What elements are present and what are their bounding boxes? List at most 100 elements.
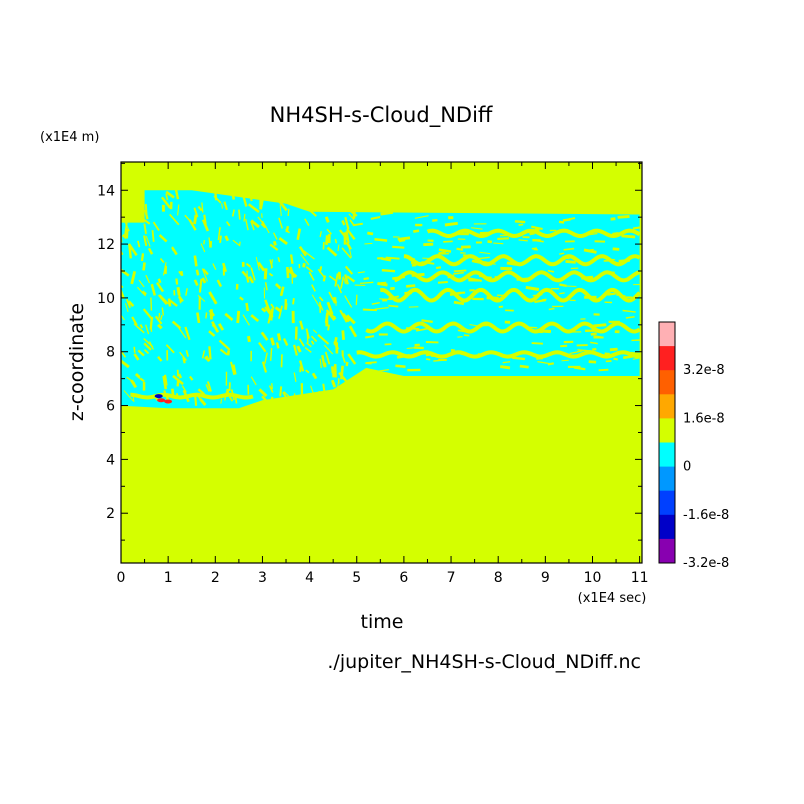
texture-stroke (593, 335, 602, 338)
texture-stroke (348, 325, 358, 338)
texture-stroke (255, 256, 260, 271)
texture-stroke (364, 242, 373, 245)
texture-stroke (121, 349, 127, 358)
colorbar-label: 3.2e-8 (683, 363, 725, 378)
texture-stroke (299, 320, 304, 330)
texture-stroke (537, 361, 550, 365)
texture-stroke (179, 351, 187, 361)
x-tick-label: 8 (494, 570, 503, 586)
texture-stroke (123, 390, 134, 402)
texture-stroke (316, 393, 321, 402)
texture-stroke (310, 335, 318, 342)
texture-stroke (224, 312, 234, 322)
texture-stroke (271, 383, 273, 390)
texture-stroke (258, 388, 268, 398)
texture-stroke (257, 216, 265, 226)
x-axis-label: time (361, 611, 404, 633)
x-tick-label: 5 (352, 570, 361, 586)
texture-stroke (263, 268, 268, 280)
texture-stroke (231, 209, 235, 217)
texture-stroke (310, 385, 315, 395)
texture-stroke (548, 307, 555, 311)
texture-stroke (405, 284, 416, 288)
texture-stroke (151, 230, 155, 242)
texture-stroke (323, 344, 334, 355)
texture-stroke (306, 331, 309, 343)
texture-stroke (414, 346, 424, 350)
texture-stroke (279, 386, 283, 397)
texture-stroke (367, 231, 374, 236)
texture-stroke (217, 227, 221, 241)
texture-stroke (612, 247, 620, 251)
texture-stroke (154, 315, 163, 325)
texture-stroke (617, 214, 630, 219)
x-tick-label: 4 (305, 570, 314, 586)
texture-stroke (144, 209, 149, 220)
texture-stroke (264, 282, 268, 291)
texture-stroke (161, 307, 165, 316)
texture-stroke (598, 368, 609, 372)
texture-stroke (205, 312, 208, 319)
texture-stroke (272, 240, 277, 246)
texture-stroke (188, 375, 194, 381)
texture-stroke (245, 262, 252, 268)
texture-stroke (219, 348, 228, 356)
texture-stroke (352, 210, 356, 219)
texture-stroke (275, 342, 280, 349)
texture-stroke (471, 227, 483, 230)
texture-stroke (147, 247, 154, 255)
texture-stroke (169, 299, 178, 307)
colorbar-label: -1.6e-8 (683, 508, 729, 523)
texture-stroke (518, 239, 528, 242)
texture-stroke (133, 353, 140, 361)
texture-stroke (304, 347, 312, 353)
texture-stroke (208, 346, 212, 360)
anomaly-2 (164, 399, 173, 404)
texture-stroke (208, 330, 216, 337)
texture-stroke (293, 372, 297, 383)
texture-stroke (204, 356, 210, 362)
texture-stroke (385, 256, 400, 260)
texture-stroke (298, 245, 307, 257)
texture-stroke (226, 221, 231, 227)
texture-stroke (185, 349, 189, 357)
texture-stroke (443, 240, 453, 243)
texture-stroke (159, 257, 165, 264)
colorbar-swatch (659, 394, 675, 419)
texture-stroke (143, 337, 154, 348)
texture-stroke (341, 330, 345, 341)
texture-stroke (121, 359, 130, 369)
y-tick-label: 2 (106, 506, 115, 522)
texture-stroke (223, 201, 228, 211)
texture-stroke (211, 324, 219, 331)
texture-stroke (547, 362, 555, 366)
texture-stroke (142, 308, 154, 321)
texture-stroke (238, 209, 241, 220)
texture-stroke (261, 395, 271, 406)
texture-stroke (565, 260, 576, 264)
texture-stroke (182, 357, 186, 364)
texture-stroke (559, 252, 565, 255)
chart-title: NH4SH-s-Cloud_NDiff (270, 103, 493, 128)
plot-area (121, 162, 642, 563)
texture-stroke (344, 265, 354, 275)
colorbar-swatch (659, 322, 675, 347)
y-axis: 2 4 6 8 10 12 14 (97, 162, 642, 541)
texture-stroke (613, 357, 619, 361)
texture-stroke (518, 223, 524, 226)
texture-stroke (566, 285, 577, 287)
texture-stroke (493, 242, 504, 245)
texture-stroke (392, 245, 405, 249)
texture-stroke (300, 253, 310, 266)
texture-stroke (260, 331, 269, 341)
colorbar-swatch (659, 346, 675, 371)
texture-stroke (130, 270, 137, 285)
texture-stroke (180, 270, 184, 277)
texture-stroke (134, 372, 141, 379)
texture-stroke (398, 238, 406, 243)
texture-stroke (547, 269, 555, 273)
texture-stroke (242, 195, 248, 207)
texture-stroke (158, 234, 168, 243)
texture-stroke (318, 296, 324, 302)
